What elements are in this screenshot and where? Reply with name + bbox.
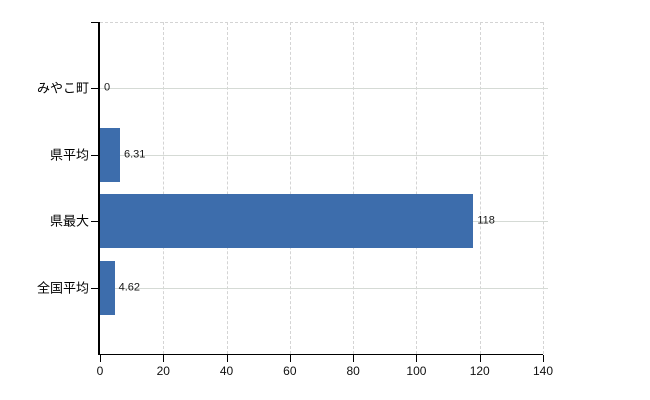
category-label: 県最大	[49, 213, 89, 229]
category-label: みやこ町	[36, 80, 89, 96]
category-label: 県平均	[49, 147, 89, 163]
x-tick-label: 100	[406, 364, 427, 378]
x-axis-tick	[163, 355, 165, 362]
x-tick-label: 20	[156, 364, 170, 378]
value-label: 6.31	[123, 148, 146, 161]
vertical-gridline	[226, 22, 228, 354]
x-tick-label: 0	[96, 364, 104, 378]
horizontal-gridline	[100, 287, 548, 289]
x-axis-tick	[289, 355, 291, 362]
x-axis-tick	[543, 355, 544, 362]
vertical-gridline	[163, 22, 165, 354]
x-axis-line	[98, 354, 543, 355]
x-axis-tick	[479, 355, 481, 362]
vertical-gridline	[543, 22, 544, 354]
horizontal-gridline	[100, 154, 548, 156]
x-tick-label: 120	[469, 364, 490, 378]
x-axis-tick	[353, 355, 355, 362]
x-tick-label: 80	[346, 364, 360, 378]
value-label: 4.62	[118, 281, 141, 294]
vertical-gridline	[479, 22, 481, 354]
value-label: 0	[104, 81, 111, 94]
y-axis-tick	[91, 88, 98, 90]
x-tick-label: 140	[532, 364, 554, 378]
x-axis-tick	[416, 355, 418, 362]
vertical-gridline	[353, 22, 355, 354]
x-axis-tick	[100, 355, 101, 362]
x-tick-label: 60	[283, 364, 297, 378]
vertical-gridline	[416, 22, 418, 354]
horizontal-gridline	[100, 88, 548, 90]
y-axis-tick	[91, 22, 98, 23]
y-axis-line	[98, 22, 100, 354]
x-axis-tick	[226, 355, 228, 362]
value-label: 118	[477, 214, 495, 227]
y-axis-tick	[91, 287, 98, 289]
bar-3	[100, 260, 115, 315]
y-axis-tick	[91, 221, 98, 223]
category-label: 全国平均	[36, 280, 89, 296]
plot-top-border	[100, 22, 543, 23]
y-axis-tick	[91, 154, 98, 156]
vertical-gridline	[289, 22, 291, 354]
x-tick-label: 40	[219, 364, 234, 378]
bar-2	[100, 194, 473, 249]
bar-1	[100, 127, 120, 182]
